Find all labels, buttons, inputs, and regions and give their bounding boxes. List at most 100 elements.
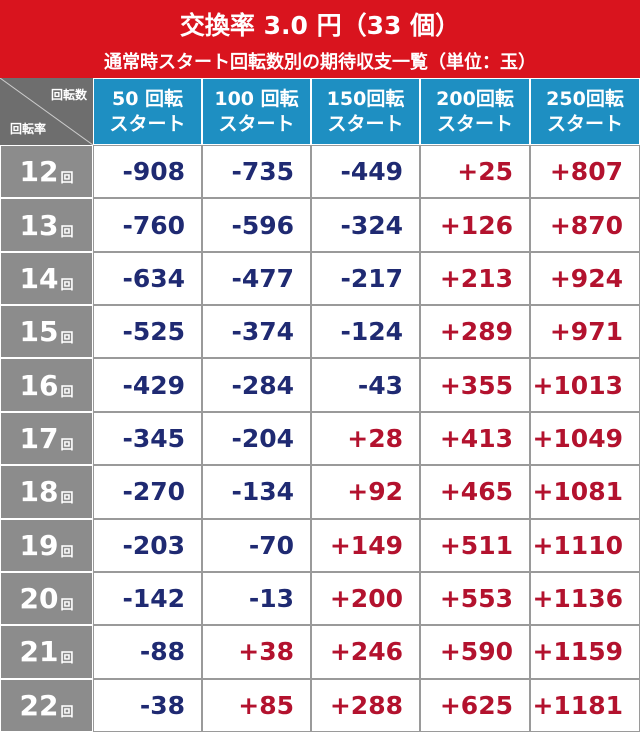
row-count: 20 — [19, 582, 59, 616]
cell: -374 — [202, 305, 311, 359]
row-unit: 回 — [60, 491, 74, 507]
row-unit: 回 — [60, 704, 74, 720]
diagonal — [0, 78, 93, 145]
cell: +149 — [311, 518, 420, 572]
cell: -38 — [93, 678, 202, 732]
cell: -134 — [202, 465, 311, 519]
row-count: 15 — [19, 315, 59, 349]
row-header: 18 回 — [0, 465, 93, 519]
row-unit: 回 — [60, 384, 74, 400]
cell: -908 — [93, 145, 202, 199]
row-count: 22 — [19, 688, 59, 722]
cell: +625 — [420, 678, 530, 732]
corner-cell: 回転数 回転率 — [0, 78, 93, 145]
row-header: 17 回 — [0, 411, 93, 466]
cell: -270 — [93, 465, 202, 519]
column-header-line2: スタート — [546, 113, 623, 135]
row-unit: 回 — [60, 331, 74, 347]
column-header-line2: スタート — [109, 113, 186, 135]
row-header: 19 回 — [0, 518, 93, 572]
row-count: 17 — [19, 421, 59, 455]
row-unit: 回 — [60, 598, 74, 614]
cell: -429 — [93, 358, 202, 412]
cell: +1110 — [530, 518, 640, 572]
cell: +246 — [311, 625, 420, 679]
row-header: 20 回 — [0, 571, 93, 626]
column-header-line2: スタート — [327, 113, 404, 135]
cell: +870 — [530, 198, 640, 252]
cell: -124 — [311, 305, 420, 359]
row-count: 16 — [19, 368, 59, 402]
column-header-line1: 250回転 — [546, 88, 624, 110]
cell: +924 — [530, 251, 640, 306]
cell: +355 — [420, 358, 530, 412]
cell: +92 — [311, 465, 420, 519]
column-header: 250回転スタート — [530, 78, 640, 145]
column-header-line1: 200回転 — [436, 88, 514, 110]
row-count: 21 — [19, 635, 59, 669]
cell: +1081 — [530, 465, 640, 519]
row-header: 21 回 — [0, 625, 93, 679]
column-header-line2: スタート — [436, 113, 513, 135]
row-count: 19 — [19, 528, 59, 562]
cell: +213 — [420, 251, 530, 306]
cell: +25 — [420, 145, 530, 199]
cell: +38 — [202, 625, 311, 679]
row-count: 18 — [19, 475, 59, 509]
cell: +553 — [420, 571, 530, 626]
column-header: 150回転スタート — [311, 78, 420, 145]
row-count: 13 — [19, 208, 59, 242]
cell: +1159 — [530, 625, 640, 679]
row-header: 16 回 — [0, 358, 93, 412]
cell: +28 — [311, 411, 420, 466]
cell: +807 — [530, 145, 640, 199]
column-header-line1: 50 回転 — [111, 88, 184, 110]
column-header-line2: スタート — [218, 113, 295, 135]
cell: +288 — [311, 678, 420, 732]
cell: +126 — [420, 198, 530, 252]
cell: -203 — [93, 518, 202, 572]
cell: +85 — [202, 678, 311, 732]
cell: -13 — [202, 571, 311, 626]
cell: +413 — [420, 411, 530, 466]
cell: -88 — [93, 625, 202, 679]
cell: -525 — [93, 305, 202, 359]
cell: +1049 — [530, 411, 640, 466]
title: 交換率 3.0 円（33 個） — [179, 11, 461, 40]
row-header: 15 回 — [0, 305, 93, 359]
cell: +200 — [311, 571, 420, 626]
cell: +465 — [420, 465, 530, 519]
cell: -760 — [93, 198, 202, 252]
row-unit: 回 — [60, 277, 74, 293]
row-count: 14 — [19, 261, 59, 295]
cell: -634 — [93, 251, 202, 306]
corner-bottom: 回転率 — [10, 122, 47, 136]
cell: -284 — [202, 358, 311, 412]
row-count: 12 — [19, 155, 59, 189]
column-header: 50 回転スタート — [93, 78, 202, 145]
cell: +590 — [420, 625, 530, 679]
row-header: 13 回 — [0, 198, 93, 252]
column-header-line1: 150回転 — [326, 88, 405, 110]
cell: +511 — [420, 518, 530, 572]
cell: -142 — [93, 571, 202, 626]
row-header: 12 回 — [0, 145, 93, 199]
row-header: 22 回 — [0, 678, 93, 732]
cell: -477 — [202, 251, 311, 306]
cell: -217 — [311, 251, 420, 306]
cell: -345 — [93, 411, 202, 466]
cell: -43 — [311, 358, 420, 412]
cell: +971 — [530, 305, 640, 359]
cell: +289 — [420, 305, 530, 359]
column-header: 100 回転 スタート — [202, 78, 311, 145]
cell: +1013 — [530, 358, 640, 412]
row-unit: 回 — [60, 651, 74, 667]
subtitle: 通常時スタート回転数別の期待収支一覧（単位：玉） — [104, 52, 536, 73]
row-unit: 回 — [60, 437, 74, 453]
corner-top: 回転数 — [50, 88, 87, 102]
cell: -596 — [202, 198, 311, 252]
column-header: 200回転スタート — [420, 78, 530, 145]
cell: -70 — [202, 518, 311, 572]
header: 交換率 3.0 円（33 個） 通常時スタート回転数別の期待収支一覧（単位：玉） — [0, 0, 640, 78]
